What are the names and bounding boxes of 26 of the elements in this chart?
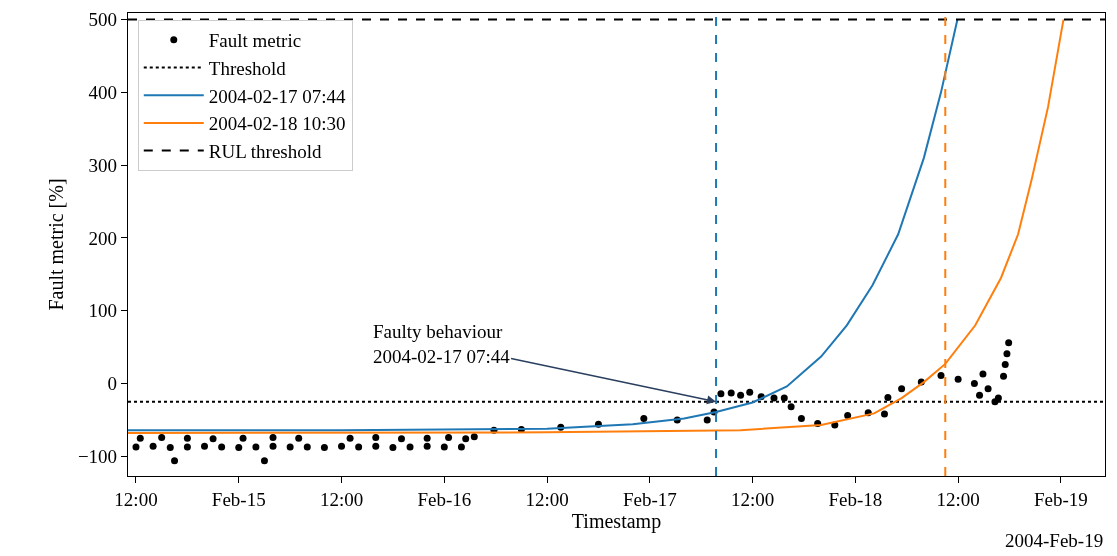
legend-label: Threshold xyxy=(208,57,287,79)
y-tick-label: 300 xyxy=(88,154,118,176)
y-tick-label: −100 xyxy=(77,445,118,467)
x-tick-label: Feb-19 xyxy=(1033,488,1088,510)
x-tick-label: 12:00 xyxy=(730,488,775,510)
y-tick-label: 100 xyxy=(88,300,118,322)
x-axis-title: Timestamp xyxy=(571,509,662,533)
x-tick-label: Feb-15 xyxy=(211,488,266,510)
annotation: Faulty behaviour 2004-02-17 07:44 xyxy=(373,321,511,367)
text: 2004-Feb-19 xyxy=(1005,530,1104,551)
y-axis-title: Fault metric [%] xyxy=(45,178,68,311)
y-tick-label: 400 xyxy=(88,82,118,103)
legend-label: Fault metric xyxy=(208,30,302,52)
y-tick-label: 500 xyxy=(88,9,118,31)
x-tick-label: Feb-18 xyxy=(828,488,883,510)
legend-label: RUL threshold xyxy=(208,141,323,163)
x-tick-label: Feb-17 xyxy=(622,488,677,510)
x-tick-label: Feb-16 xyxy=(417,488,472,510)
x-tick-label: 12:00 xyxy=(114,488,158,510)
legend-label: 2004-02-17 07:44 xyxy=(208,85,346,107)
x-tick-label: 12:00 xyxy=(525,488,569,510)
y-tick-label: 200 xyxy=(88,227,118,249)
x-tick-label: 12:00 xyxy=(936,488,980,510)
legend-label: 2004-02-18 10:30 xyxy=(208,113,346,135)
y-tick-label: 0 xyxy=(107,373,118,395)
x-tick-label: 12:00 xyxy=(319,488,364,510)
